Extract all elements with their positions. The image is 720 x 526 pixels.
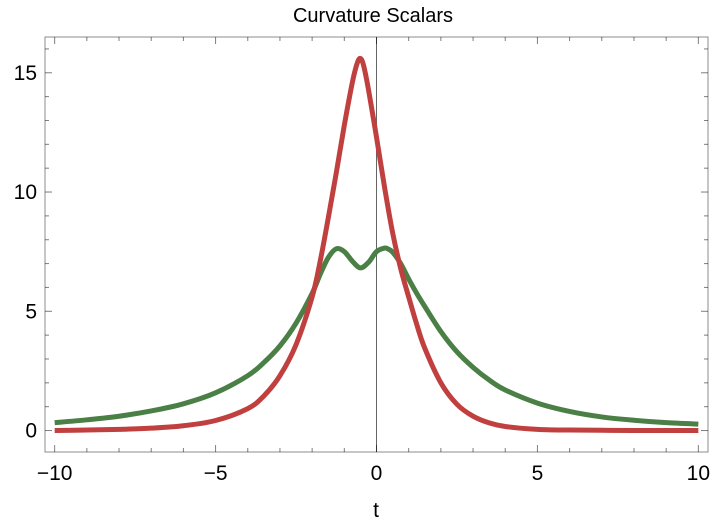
axes-layer: −10 −5 0 5 10 0 5 10 15 [14,37,710,485]
x-tick-label: 5 [532,462,544,485]
y-tick-label: 5 [25,300,37,323]
x-axis-label: t [373,499,379,522]
x-tick-label: −5 [204,462,228,485]
y-tick-label: 15 [14,62,37,85]
series-layer [54,55,699,434]
x-tick-label: −10 [37,462,73,485]
series-line-2 [54,55,699,434]
plot-frame [44,36,709,453]
x-tick-label: 0 [371,462,383,485]
y-tick-label: 0 [25,420,37,443]
series-line-1 [54,245,699,427]
chart-title: Curvature Scalars [293,5,453,27]
y-tick-label: 10 [14,181,37,204]
x-tick-label: 10 [687,462,710,485]
